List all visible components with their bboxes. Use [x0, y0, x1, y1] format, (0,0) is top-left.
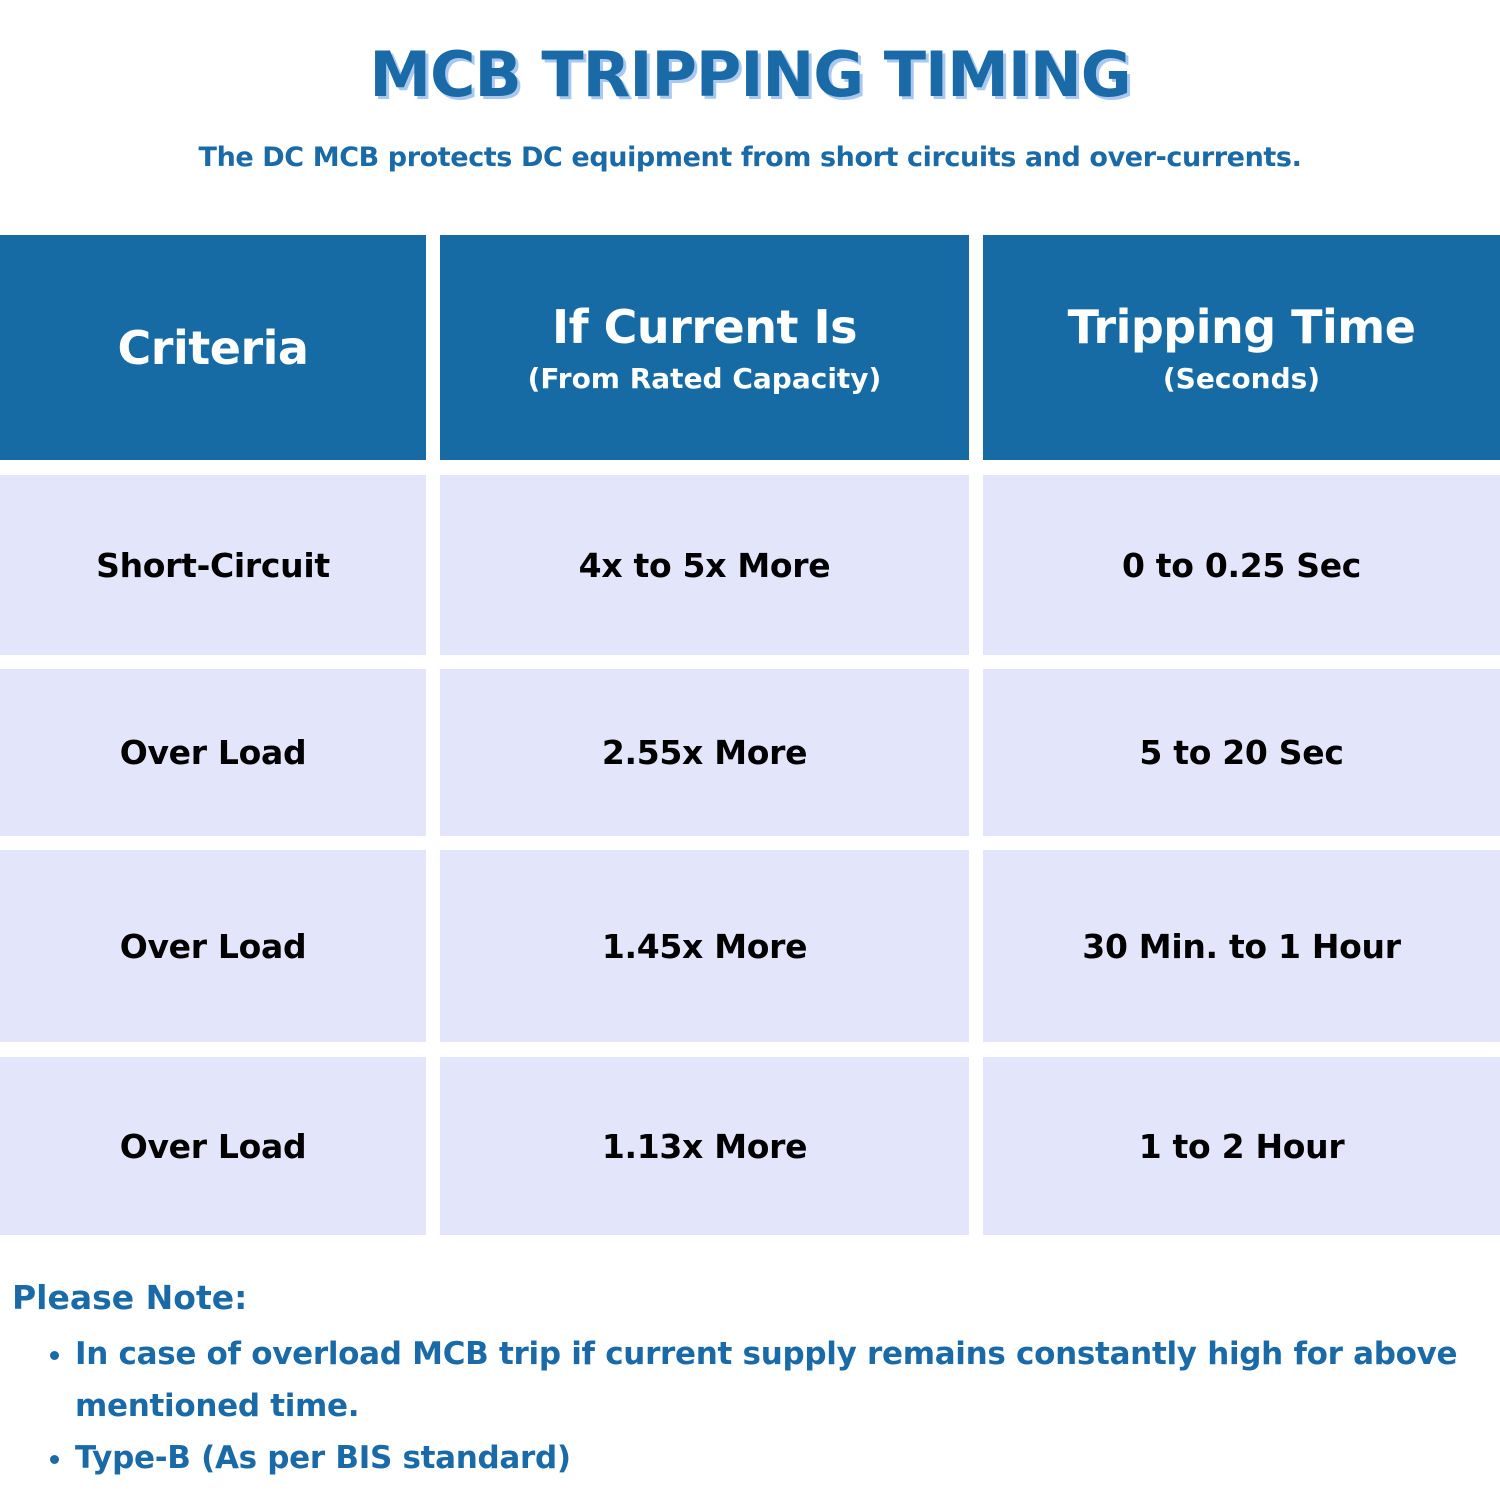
page-title: MCB TRIPPING TIMING: [369, 38, 1131, 111]
header-subtitle: (Seconds): [1162, 362, 1321, 395]
table-cell: 0 to 0.25 Sec: [983, 475, 1500, 655]
table-cell: Short-Circuit: [0, 475, 426, 655]
note-list: In case of overload MCB trip if current …: [35, 1328, 1495, 1484]
table-cell: 1 to 2 Hour: [983, 1057, 1500, 1235]
table-cell: 2.55x More: [440, 669, 969, 836]
header-cell: Criteria: [0, 235, 426, 460]
table-cell: 30 Min. to 1 Hour: [983, 850, 1500, 1042]
note-item: Type-B (As per BIS standard): [75, 1432, 1495, 1484]
note-title: Please Note:: [12, 1278, 248, 1317]
header-title: Tripping Time: [1067, 300, 1416, 354]
table-cell: 4x to 5x More: [440, 475, 969, 655]
page-subtitle: The DC MCB protects DC equipment from sh…: [198, 142, 1302, 173]
table-cell: 1.45x More: [440, 850, 969, 1042]
header-cell: Tripping Time (Seconds): [983, 235, 1500, 460]
note-item: In case of overload MCB trip if current …: [75, 1328, 1495, 1432]
table-cell: Over Load: [0, 669, 426, 836]
table-cell: 1.13x More: [440, 1057, 969, 1235]
table-cell: Over Load: [0, 1057, 426, 1235]
table-cell: 5 to 20 Sec: [983, 669, 1500, 836]
header-title: If Current Is: [552, 300, 857, 354]
header-cell: If Current Is (From Rated Capacity): [440, 235, 969, 460]
table-cell: Over Load: [0, 850, 426, 1042]
header-subtitle: (From Rated Capacity): [527, 362, 882, 395]
header-title: Criteria: [117, 320, 309, 375]
